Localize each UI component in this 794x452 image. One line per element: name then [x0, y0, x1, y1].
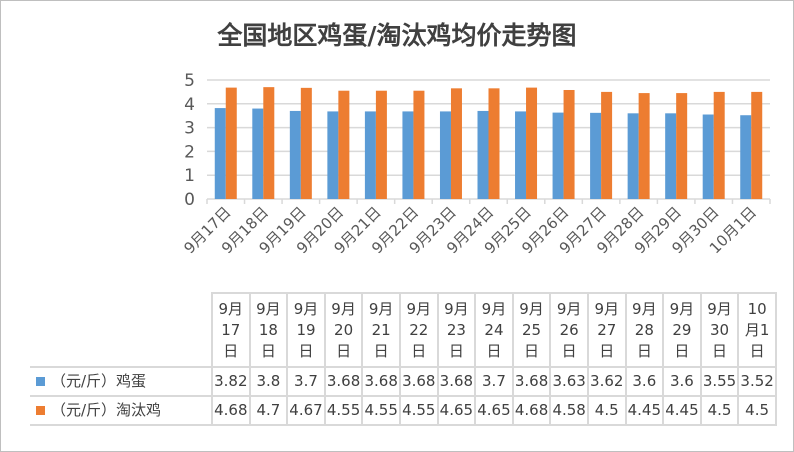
table-cell: 4.45	[624, 395, 665, 426]
table-cell: 3.68	[436, 366, 477, 397]
column-header: 9月 26 日	[549, 292, 589, 368]
y-tick-label: 4	[184, 95, 195, 115]
column-header: 9月 30 日	[699, 292, 740, 368]
table-cell: 4.7	[248, 395, 289, 426]
column-header: 9月 19 日	[286, 292, 326, 368]
y-tick-label: 0	[184, 190, 195, 210]
table-cell: 3.8	[248, 366, 289, 397]
table-cell: 4.55	[323, 395, 364, 426]
bar-cull-hen	[526, 87, 538, 199]
table-cell: 4.5	[737, 395, 777, 426]
column-header: 9月 25 日	[511, 292, 552, 368]
table-cell: 4.5	[699, 395, 740, 426]
legend-label: （元/斤）淘汰鸡	[51, 401, 162, 419]
bar-egg	[515, 111, 527, 199]
chart-title: 全国地区鸡蛋/淘汰鸡均价走势图	[217, 21, 577, 50]
table-row: （元/斤）鸡蛋 3.82 3.8 3.7 3.68 3.68 3.68 3.68 3.7 3.68…	[30, 366, 777, 397]
bar-egg	[214, 108, 226, 199]
y-tick-label: 3	[184, 119, 195, 139]
column-header: 9月 22 日	[398, 292, 439, 368]
bar-cull-hen	[263, 87, 275, 199]
legend-entry: （元/斤）鸡蛋	[30, 366, 213, 397]
table-cell: 4.68	[511, 395, 552, 426]
table-cell: 3.68	[361, 366, 401, 397]
bar-egg	[439, 111, 451, 199]
table-cell: 3.55	[699, 366, 740, 397]
table-cell: 3.7	[286, 366, 326, 397]
table-cell: 4.58	[549, 395, 589, 426]
column-header: 9月 28 日	[624, 292, 665, 368]
data-table: 9月 17 日 9月 18 日 9月 19 日 9月 20 日 9月 21 日 9月 22 日 9月 23 日 9月 24 日…	[30, 292, 777, 426]
table-cell: 3.68	[323, 366, 364, 397]
bar-egg	[477, 110, 489, 199]
legend-swatch	[36, 377, 45, 386]
table-cell: 3.6	[662, 366, 702, 397]
table-cell: 3.6	[624, 366, 665, 397]
bar-cull-hen	[375, 90, 387, 199]
table-cell: 3.52	[737, 366, 777, 397]
bar-egg	[364, 111, 376, 199]
column-header: 9月 24 日	[474, 292, 514, 368]
bar-cull-hen	[338, 90, 350, 199]
bar-egg	[252, 108, 264, 199]
bar-cull-hen	[676, 93, 688, 199]
bar-egg	[402, 111, 414, 199]
corner-cell	[30, 293, 213, 367]
column-header: 9月 20 日	[323, 292, 364, 368]
column-header: 9月 29 日	[662, 292, 702, 368]
table-cell: 4.68	[211, 395, 251, 426]
bar-egg	[590, 112, 602, 199]
table-cell: 3.68	[511, 366, 552, 397]
bar-cull-hen	[488, 88, 500, 199]
bar-egg	[289, 110, 301, 199]
bar-egg	[327, 111, 339, 199]
bar-cull-hen	[413, 90, 425, 199]
y-tick-label: 1	[184, 166, 195, 186]
table-cell: 3.62	[586, 366, 627, 397]
table-cell: 3.82	[211, 366, 251, 397]
table-cell: 4.65	[436, 395, 477, 426]
table-cell: 4.55	[398, 395, 439, 426]
bar-cull-hen	[713, 91, 725, 199]
column-header: 9月 18 日	[248, 292, 289, 368]
bar-cull-hen	[601, 91, 613, 199]
column-header: 9月 27 日	[586, 292, 627, 368]
table-cell: 4.67	[286, 395, 326, 426]
y-tick-label: 5	[184, 71, 195, 91]
bar-egg	[740, 115, 752, 199]
legend-swatch	[36, 406, 45, 415]
bar-cull-hen	[225, 87, 237, 199]
column-header: 9月 21 日	[361, 292, 401, 368]
table-cell: 4.55	[361, 395, 401, 426]
table-cell: 3.68	[398, 366, 439, 397]
bar-cull-hen	[751, 91, 763, 199]
table-header-row: 9月 17 日 9月 18 日 9月 19 日 9月 20 日 9月 21 日 9月 22 日 9月 23 日 9月 24 日…	[30, 292, 777, 368]
table-cell: 4.45	[662, 395, 702, 426]
bar-cull-hen	[300, 87, 312, 199]
column-header: 10 月1 日	[737, 292, 777, 368]
table-cell: 4.5	[586, 395, 627, 426]
table-cell: 4.65	[474, 395, 514, 426]
y-tick-label: 2	[184, 142, 195, 162]
bar-egg	[627, 113, 639, 199]
bar-cull-hen	[450, 88, 462, 199]
column-header: 9月 17 日	[211, 292, 251, 368]
table-cell: 3.7	[474, 366, 514, 397]
bar-cull-hen	[563, 89, 575, 199]
table-row: （元/斤）淘汰鸡 4.68 4.7 4.67 4.55 4.55 4.55 4.65 4.65 4…	[30, 395, 777, 426]
bar-egg	[552, 112, 564, 199]
column-header: 9月 23 日	[436, 292, 477, 368]
table-cell: 3.63	[549, 366, 589, 397]
bar-egg	[702, 114, 714, 199]
legend-entry: （元/斤）淘汰鸡	[30, 395, 213, 426]
bar-cull-hen	[638, 93, 650, 199]
legend-label: （元/斤）鸡蛋	[51, 372, 147, 390]
bar-egg	[665, 113, 677, 199]
